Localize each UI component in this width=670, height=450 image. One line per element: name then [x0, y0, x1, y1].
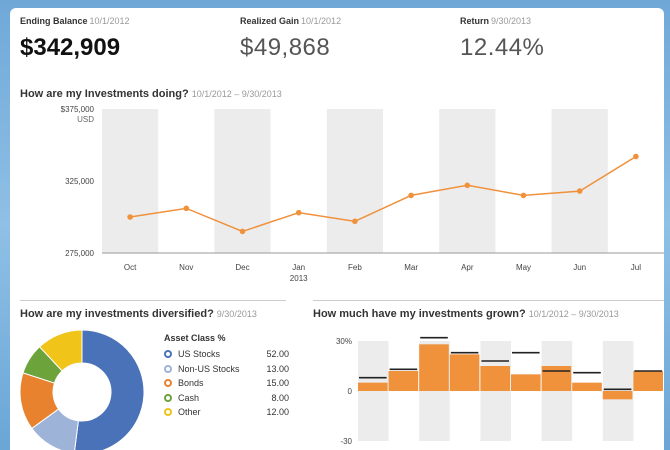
legend-value: 12.00 [266, 407, 289, 418]
section-date: 9/30/2013 [216, 309, 257, 319]
legend-name: Non-US Stocks [178, 363, 240, 374]
legend-value: 13.00 [266, 363, 289, 374]
x-tick-label: Apr [461, 263, 474, 272]
legend-name: Bonds [178, 378, 204, 389]
section-title-text: How are my investments diversified? [20, 308, 214, 320]
legend-dot [164, 350, 172, 359]
kpi-label: Return [460, 16, 489, 26]
x-tick-label: Oct [124, 263, 137, 272]
diversified-section-title: How are my investments diversified? 9/30/… [20, 308, 257, 320]
series-line [129, 155, 637, 233]
bar[interactable] [602, 391, 633, 400]
bar[interactable] [480, 366, 510, 391]
x-tick-label: Mar [404, 263, 418, 272]
x-tick-label: Jan [292, 263, 305, 272]
bar[interactable] [541, 366, 572, 391]
pie-slice[interactable] [74, 329, 145, 450]
kpi-value: $49,868 [240, 34, 331, 61]
kpi-value: $342,909 [20, 34, 121, 61]
data-point[interactable] [183, 205, 190, 212]
data-point[interactable] [352, 218, 358, 225]
y-unit-label: USD [77, 115, 94, 124]
doing-section-title: How are my Investments doing? 10/1/2012 –… [20, 88, 282, 100]
x-sub-label: 2013 [290, 274, 308, 283]
chart-band [102, 109, 159, 253]
legend-dot [164, 393, 172, 402]
section-date: 10/1/2012 – 9/30/2013 [191, 89, 282, 99]
chart-band [551, 109, 608, 253]
kpi-label: Realized Gain [240, 16, 300, 26]
legend-title: Asset Class % [164, 333, 226, 343]
legend-item[interactable]: Bonds 15.00 [164, 376, 289, 391]
bar-chart: 30% 0 -30 [336, 336, 663, 446]
x-tick-label: Nov [179, 263, 193, 272]
section-title-text: How much have my investments grown? [313, 308, 526, 320]
data-point[interactable] [295, 209, 302, 216]
section-title-text: How are my Investments doing? [20, 88, 189, 100]
bar[interactable] [419, 344, 449, 391]
bar[interactable] [572, 382, 602, 391]
y-tick-label: 325,000 [65, 177, 94, 186]
y-tick-label: 0 [348, 387, 353, 396]
data-point[interactable] [408, 192, 414, 199]
kpi-return: Return 9/30/2013 12.44% [460, 16, 544, 62]
bar[interactable] [358, 382, 388, 391]
chart-band [439, 109, 496, 253]
legend-name: Other [178, 407, 201, 418]
data-point[interactable] [239, 228, 246, 235]
legend-dot [164, 364, 172, 373]
pie-slice[interactable] [38, 329, 83, 372]
y-tick-label: 30% [336, 337, 352, 346]
bar[interactable] [449, 354, 480, 391]
legend-item[interactable]: US Stocks 52.00 [164, 347, 289, 362]
legend-name: Cash [178, 392, 200, 403]
legend-item[interactable]: Other 12.00 [164, 405, 289, 420]
y-tick-label: 275,000 [65, 249, 94, 258]
legend-dot [164, 408, 172, 417]
legend-value: 52.00 [266, 349, 289, 360]
chart-band [326, 109, 383, 253]
donut-legend: Asset Class % US Stocks 52.00 Non-US Stock… [164, 333, 289, 420]
divider [20, 300, 286, 301]
section-date: 10/1/2012 – 9/30/2013 [528, 309, 619, 319]
x-tick-label: May [516, 263, 531, 272]
legend-dot [164, 379, 172, 388]
kpi-date: 10/1/2012 [89, 16, 130, 26]
kpi-ending-balance: Ending Balance 10/1/2012 $342,909 [20, 16, 130, 62]
legend-item[interactable]: Non-US Stocks 13.00 [164, 362, 289, 377]
legend-value: 15.00 [266, 378, 289, 389]
line-chart: $375,000 325,000 275,000 USD Oct Nov Dec Jan 20… [61, 105, 664, 283]
legend-item[interactable]: Cash 8.00 [164, 391, 289, 406]
divider [313, 300, 664, 301]
x-tick-label: Jul [631, 263, 641, 272]
data-point[interactable] [464, 182, 471, 189]
bar[interactable] [388, 371, 419, 391]
data-point[interactable] [576, 188, 583, 194]
bar[interactable] [511, 374, 541, 391]
data-point[interactable] [127, 214, 133, 220]
x-tick-label: Feb [348, 263, 362, 272]
kpi-realized-gain: Realized Gain 10/1/2012 $49,868 [240, 16, 341, 62]
kpi-date: 10/1/2012 [301, 16, 342, 26]
data-point[interactable] [520, 192, 527, 199]
grown-section-title: How much have my investments grown? 10/1/… [313, 308, 619, 320]
kpi-value: 12.44% [460, 34, 545, 61]
kpi-label: Ending Balance [20, 16, 88, 26]
legend-value: 8.00 [271, 392, 289, 403]
y-tick-label: $375,000 [61, 105, 95, 114]
y-tick-label: -30 [340, 437, 352, 446]
x-tick-label: Dec [235, 263, 249, 272]
data-point[interactable] [633, 153, 639, 160]
x-tick-label: Jun [573, 263, 586, 272]
dashboard-card: Ending Balance 10/1/2012 $342,909 Realize… [10, 8, 664, 450]
bar[interactable] [633, 371, 663, 391]
donut-chart [19, 329, 145, 450]
kpi-date: 9/30/2013 [491, 16, 532, 26]
legend-name: US Stocks [178, 349, 221, 360]
